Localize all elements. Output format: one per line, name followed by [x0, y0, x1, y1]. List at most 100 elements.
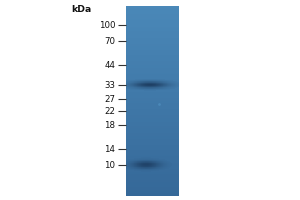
Bar: [140, 82, 141, 83]
Bar: [171, 164, 172, 165]
Bar: [155, 164, 156, 165]
Bar: [168, 81, 169, 82]
Bar: [152, 166, 153, 167]
Bar: [160, 168, 161, 169]
Bar: [126, 183, 178, 185]
Bar: [164, 165, 165, 166]
Bar: [138, 161, 139, 162]
Bar: [156, 80, 157, 81]
Bar: [167, 80, 168, 81]
Bar: [132, 159, 133, 160]
Bar: [138, 80, 139, 81]
Bar: [139, 87, 140, 88]
Bar: [161, 81, 162, 82]
Bar: [130, 85, 131, 86]
Bar: [161, 161, 162, 162]
Bar: [163, 89, 164, 90]
Bar: [134, 164, 135, 165]
Bar: [162, 88, 163, 89]
Bar: [165, 83, 166, 84]
Bar: [161, 169, 162, 170]
Bar: [162, 164, 163, 165]
Bar: [162, 168, 163, 169]
Bar: [131, 166, 132, 167]
Bar: [146, 159, 147, 160]
Bar: [166, 88, 167, 89]
Bar: [159, 83, 160, 84]
Bar: [134, 83, 135, 84]
Bar: [139, 87, 140, 88]
Bar: [147, 85, 148, 86]
Bar: [152, 89, 153, 90]
Bar: [126, 44, 178, 46]
Bar: [150, 161, 151, 162]
Bar: [175, 82, 176, 83]
Bar: [139, 169, 140, 170]
Bar: [138, 164, 139, 165]
Bar: [165, 87, 166, 88]
Bar: [153, 170, 154, 171]
Bar: [133, 160, 134, 161]
Bar: [166, 82, 167, 83]
Bar: [133, 80, 134, 81]
Bar: [164, 166, 165, 167]
Bar: [126, 18, 178, 20]
Bar: [156, 88, 157, 89]
Bar: [130, 169, 131, 170]
Bar: [135, 170, 136, 171]
Bar: [130, 84, 131, 85]
Bar: [150, 89, 151, 90]
Bar: [163, 159, 164, 160]
Bar: [154, 163, 155, 164]
Bar: [165, 82, 166, 83]
Bar: [164, 87, 165, 88]
Bar: [126, 90, 178, 92]
Bar: [143, 165, 144, 166]
Bar: [126, 172, 178, 174]
Bar: [172, 85, 173, 86]
Bar: [164, 164, 165, 165]
Bar: [160, 84, 161, 85]
Bar: [148, 81, 149, 82]
Bar: [153, 86, 154, 87]
Bar: [127, 166, 128, 167]
Bar: [148, 158, 149, 159]
Bar: [126, 74, 178, 76]
Bar: [152, 83, 153, 84]
Bar: [145, 89, 146, 90]
Bar: [144, 87, 145, 88]
Bar: [147, 90, 148, 91]
Bar: [141, 87, 142, 88]
Bar: [160, 168, 161, 169]
Bar: [162, 163, 163, 164]
Bar: [131, 80, 132, 81]
Bar: [163, 166, 164, 167]
Bar: [136, 84, 137, 85]
Bar: [164, 82, 165, 83]
Bar: [135, 168, 136, 169]
Bar: [165, 166, 166, 167]
Bar: [129, 163, 130, 164]
Bar: [126, 21, 178, 23]
Bar: [151, 90, 152, 91]
Bar: [157, 166, 158, 167]
Bar: [153, 169, 154, 170]
Bar: [128, 167, 129, 168]
Bar: [152, 163, 153, 164]
Bar: [137, 89, 138, 90]
Bar: [149, 82, 150, 83]
Bar: [159, 162, 160, 163]
Bar: [146, 89, 147, 90]
Bar: [166, 166, 167, 167]
Bar: [168, 83, 169, 84]
Bar: [146, 88, 147, 89]
Bar: [165, 168, 166, 169]
Bar: [173, 87, 174, 88]
Bar: [126, 81, 127, 82]
Bar: [178, 86, 179, 87]
Bar: [146, 160, 147, 161]
Bar: [130, 88, 131, 89]
Bar: [133, 167, 134, 168]
Bar: [174, 87, 175, 88]
Bar: [156, 166, 157, 167]
